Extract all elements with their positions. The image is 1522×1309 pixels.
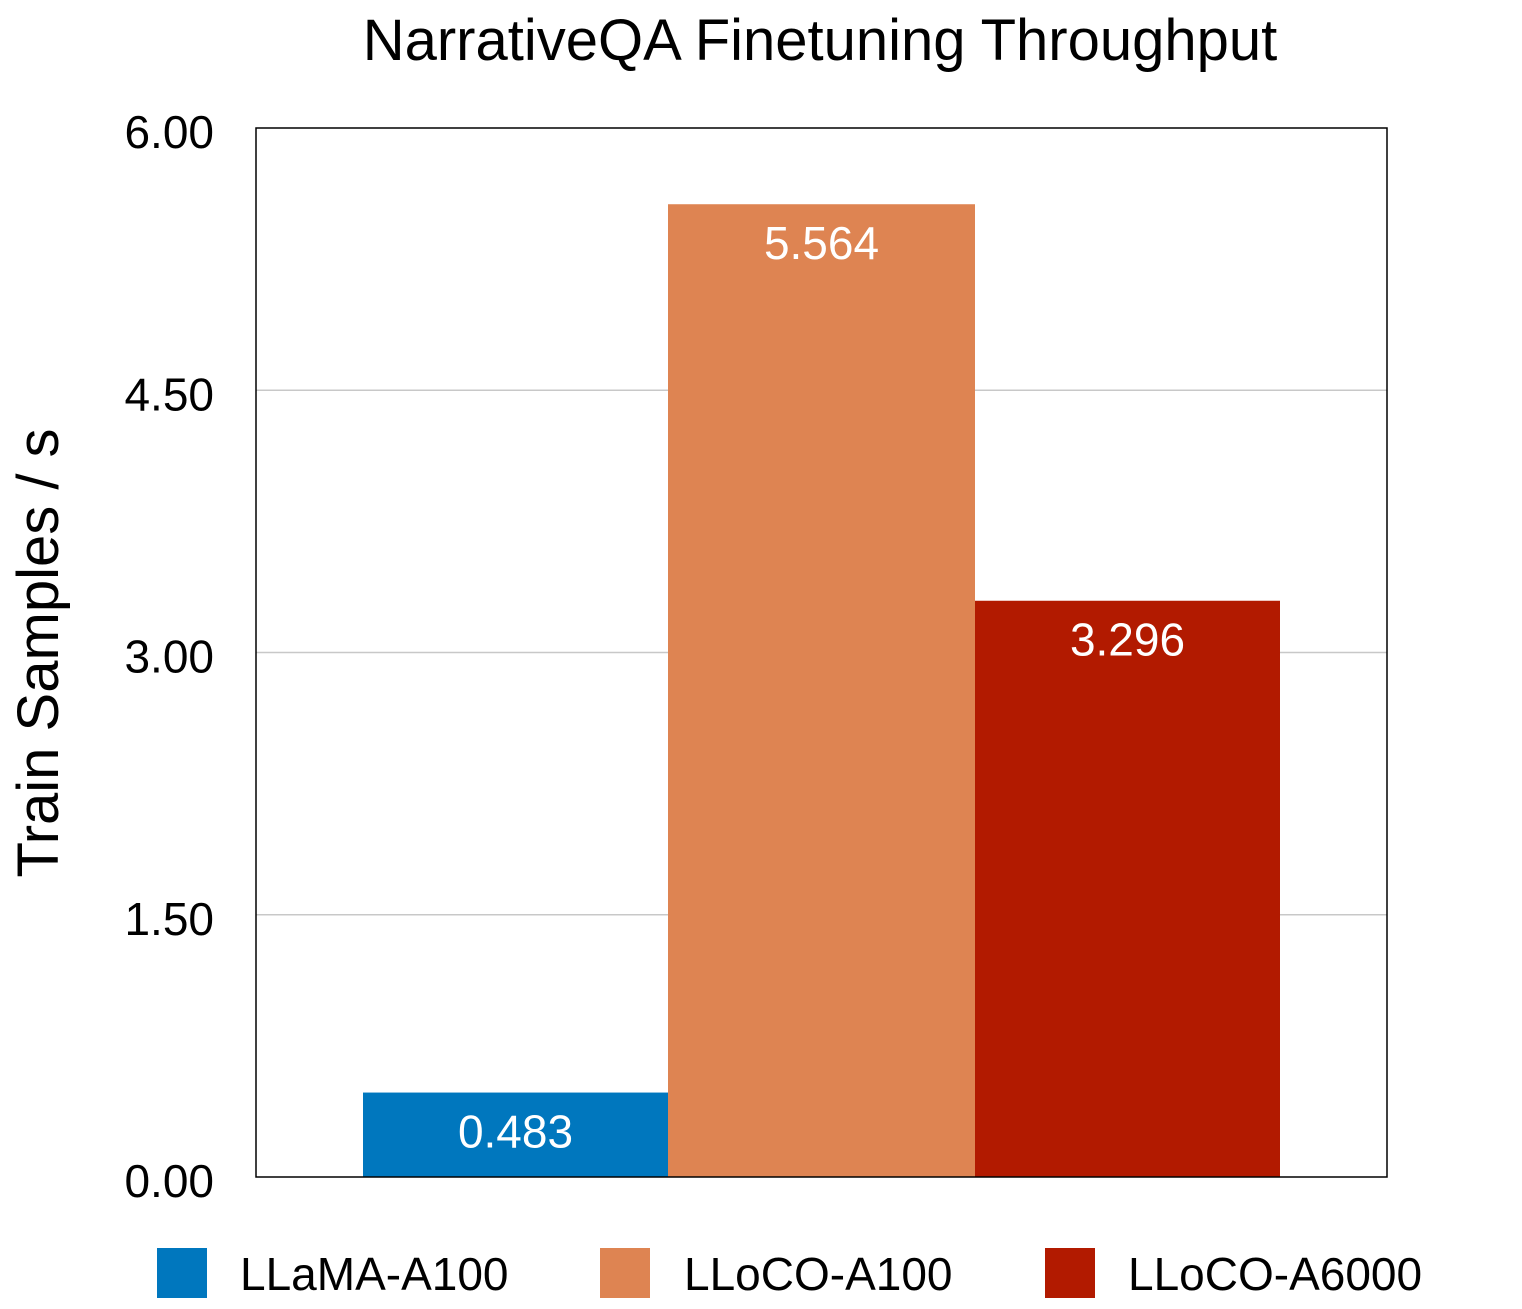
bar-lloco-a6000 bbox=[975, 600, 1280, 1177]
data-label: 0.483 bbox=[458, 1106, 573, 1158]
chart-title: NarrativeQA Finetuning Throughput bbox=[363, 8, 1278, 73]
y-axis-ticks: 0.00 1.50 3.00 4.50 6.00 bbox=[124, 106, 214, 1207]
bars bbox=[363, 204, 1280, 1177]
bar-llama-a100 bbox=[363, 1092, 668, 1177]
data-label: 5.564 bbox=[764, 217, 879, 269]
legend-swatch bbox=[600, 1248, 650, 1298]
legend-label: LLaMA-A100 bbox=[240, 1248, 509, 1300]
y-tick-label: 1.50 bbox=[124, 893, 214, 945]
legend-item: LLaMA-A100 bbox=[157, 1248, 509, 1300]
legend: LLaMA-A100 LLoCO-A100 LLoCO-A6000 bbox=[157, 1248, 1422, 1300]
legend-label: LLoCO-A6000 bbox=[1128, 1248, 1422, 1300]
y-tick-label: 3.00 bbox=[124, 631, 214, 683]
y-tick-label: 6.00 bbox=[124, 106, 214, 158]
legend-item: LLoCO-A6000 bbox=[1045, 1248, 1422, 1300]
y-axis-label: Train Samples / s bbox=[6, 428, 71, 877]
data-label: 3.296 bbox=[1070, 614, 1185, 666]
plot-frame bbox=[255, 127, 1388, 1178]
bar-lloco-a100 bbox=[668, 204, 975, 1177]
y-tick-label: 4.50 bbox=[124, 368, 214, 420]
legend-label: LLoCO-A100 bbox=[684, 1248, 953, 1300]
legend-item: LLoCO-A100 bbox=[600, 1248, 953, 1300]
legend-swatch bbox=[1045, 1248, 1095, 1298]
legend-swatch bbox=[157, 1248, 207, 1298]
y-tick-label: 0.00 bbox=[124, 1155, 214, 1207]
data-labels: 0.483 5.564 3.296 bbox=[458, 217, 1185, 1157]
